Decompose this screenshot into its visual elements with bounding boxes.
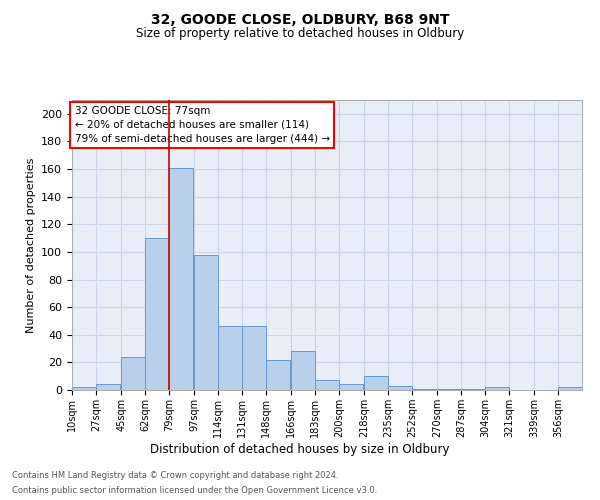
Text: Contains public sector information licensed under the Open Government Licence v3: Contains public sector information licen… xyxy=(12,486,377,495)
Bar xyxy=(169,168,193,390)
Bar xyxy=(412,388,436,390)
Bar xyxy=(339,384,363,390)
Bar xyxy=(388,386,412,390)
Bar xyxy=(291,352,315,390)
Bar xyxy=(72,387,96,390)
Bar xyxy=(145,238,169,390)
Text: Contains HM Land Registry data © Crown copyright and database right 2024.: Contains HM Land Registry data © Crown c… xyxy=(12,471,338,480)
Bar xyxy=(437,388,461,390)
Bar xyxy=(242,326,266,390)
Bar xyxy=(315,380,339,390)
Text: Distribution of detached houses by size in Oldbury: Distribution of detached houses by size … xyxy=(150,442,450,456)
Bar xyxy=(364,376,388,390)
Y-axis label: Number of detached properties: Number of detached properties xyxy=(26,158,35,332)
Bar xyxy=(194,254,218,390)
Bar xyxy=(558,387,582,390)
Bar xyxy=(218,326,242,390)
Text: Size of property relative to detached houses in Oldbury: Size of property relative to detached ho… xyxy=(136,28,464,40)
Text: 32, GOODE CLOSE, OLDBURY, B68 9NT: 32, GOODE CLOSE, OLDBURY, B68 9NT xyxy=(151,12,449,26)
Bar xyxy=(461,388,485,390)
Text: 32 GOODE CLOSE: 77sqm
← 20% of detached houses are smaller (114)
79% of semi-det: 32 GOODE CLOSE: 77sqm ← 20% of detached … xyxy=(74,106,329,144)
Bar xyxy=(121,357,145,390)
Bar xyxy=(96,384,120,390)
Bar xyxy=(266,360,290,390)
Bar xyxy=(485,387,509,390)
